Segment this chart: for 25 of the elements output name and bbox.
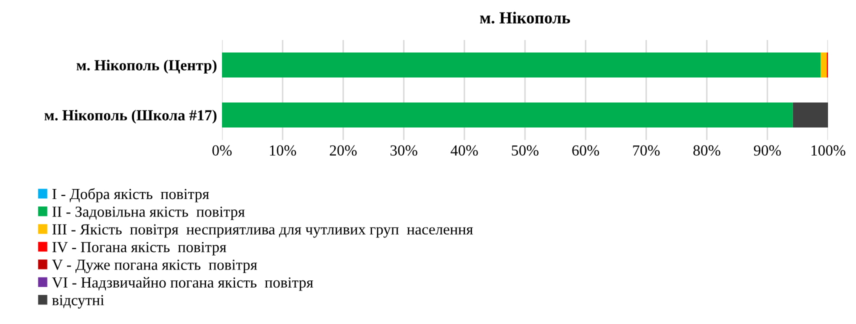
legend-label: II - Задовільна якість повітря (52, 206, 245, 220)
y-tick-label: м. Нікополь (Центр) (76, 60, 216, 74)
x-tick-label: 80% (693, 145, 720, 156)
x-tick-label: 50% (512, 145, 538, 156)
bar (222, 52, 821, 78)
x-tick-label: 10% (270, 145, 296, 156)
legend-label: відсутні (52, 295, 104, 308)
y-tick-label: м. Нікополь (Школа #17) (44, 110, 216, 124)
legend-label: I - Добра якість повітря (52, 188, 210, 202)
legend-label: VI - Надзвичайно погана якість повітря (52, 277, 314, 291)
legend-label: III - Якість повітря несприятлива для чутливих груп населення (52, 224, 473, 238)
x-tick-label: 70% (633, 145, 660, 156)
legend-label: IV - Погана якість повітря (52, 242, 226, 256)
x-tick-label: 60% (572, 145, 600, 156)
x-tick-label: 30% (390, 145, 418, 156)
bar (792, 102, 828, 128)
x-tick-label: 0% (212, 145, 232, 156)
bar (222, 102, 793, 128)
bar (820, 52, 827, 78)
chart-title: м. Нікополь (480, 12, 570, 24)
x-tick-label: 20% (330, 145, 357, 156)
x-tick-label: 40% (450, 145, 478, 156)
x-tick-label: 100% (812, 145, 846, 156)
x-tick-label: 90% (754, 145, 781, 156)
legend-label: V - Дуже погана якість повітря (52, 260, 258, 274)
